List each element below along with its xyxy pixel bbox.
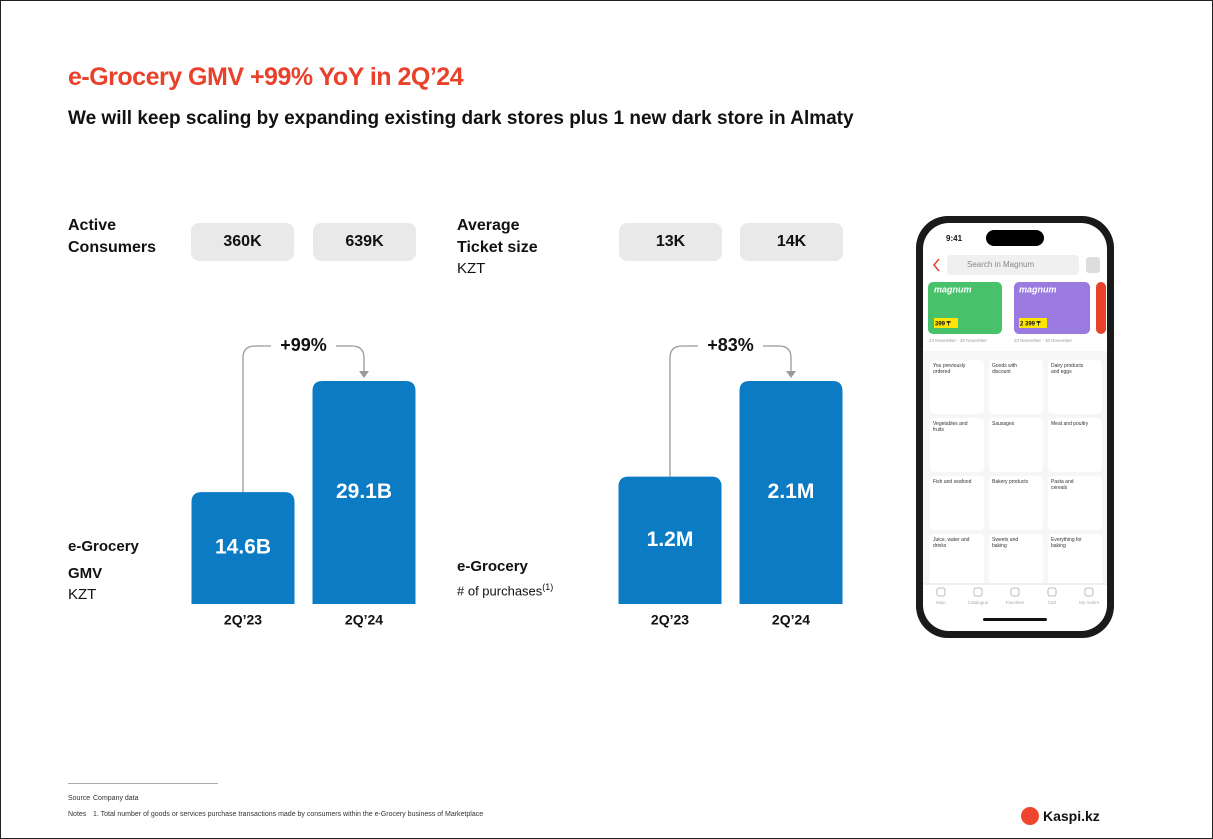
category-label: Sausages — [992, 421, 1015, 427]
price-tag — [1019, 318, 1047, 328]
category-tile — [989, 534, 1043, 588]
value-label: 14.6B — [215, 536, 271, 559]
x-tick-label: 2Q’24 — [772, 612, 810, 628]
tab-icon — [1047, 587, 1057, 597]
category-label: Pasta and cereals — [1051, 479, 1074, 491]
x-tick-label: 2Q’23 — [224, 612, 262, 628]
category-tile — [1048, 534, 1102, 588]
bar — [191, 492, 295, 604]
search-bar — [947, 255, 1079, 275]
kpi-value: 13K — [656, 233, 686, 250]
title: e-Grocery GMV +99% YoY in 2Q’24 — [68, 63, 464, 91]
category-label: Everything for baking — [1051, 537, 1082, 549]
subtitle: We will keep scaling by expanding existi… — [68, 108, 854, 129]
kpi-value: 14K — [777, 233, 807, 250]
scan-button — [1086, 257, 1100, 273]
category-tile — [989, 476, 1043, 530]
chart-unit: KZT — [68, 586, 97, 603]
category-label: You previously ordered — [933, 363, 966, 375]
footnote-marker: (1) — [542, 582, 554, 592]
arrow-head — [786, 371, 796, 378]
x-tick-label: 2Q’24 — [345, 612, 383, 628]
value-label: 1.2M — [647, 528, 694, 551]
category-label: Juice, water and drinks — [933, 537, 970, 549]
dynamic-island — [986, 230, 1044, 246]
tab-icon — [1010, 587, 1020, 597]
value-label: 2.1M — [768, 480, 815, 503]
chart-label: e-Grocery — [68, 538, 139, 555]
kpi-box — [740, 223, 843, 261]
growth-arrow — [242, 345, 365, 493]
x-tick-label: 2Q’23 — [651, 612, 689, 628]
tab-label: Main — [936, 600, 946, 605]
category-tile — [930, 476, 984, 530]
notes-label: Notes — [68, 811, 87, 818]
bar — [618, 476, 722, 604]
growth-label: +99% — [280, 335, 327, 355]
banner-brand: magnum — [934, 284, 972, 294]
category-label: Vegetables and fruits — [933, 421, 968, 433]
logo: Kaspi.kz — [1043, 808, 1100, 824]
home-indicator — [983, 618, 1047, 621]
source-label: Source — [68, 795, 91, 802]
tab-label: Cart — [1048, 600, 1057, 605]
kpi-value: 360K — [223, 233, 262, 250]
chart-label: e-Grocery — [457, 558, 528, 575]
category-label: Goods with discount — [992, 363, 1018, 375]
chart-sublabel: GMV — [68, 565, 103, 582]
category-label: Dairy products and eggs — [1051, 363, 1084, 375]
tab-label: My orders — [1079, 600, 1100, 605]
source: Company data — [93, 795, 139, 802]
arrow-head — [359, 371, 369, 378]
category-tile — [1048, 418, 1102, 472]
category-label: Bakery products — [992, 479, 1029, 485]
growth-label: +83% — [707, 335, 754, 355]
tab-label: Favorites — [1006, 600, 1025, 605]
value-label: 29.1B — [336, 480, 392, 503]
category-tile — [1048, 476, 1102, 530]
tab-icon — [1084, 587, 1094, 597]
category-label: Sweets and baking — [992, 537, 1019, 549]
banner-price: 2 399 ₸ — [1020, 321, 1041, 328]
back-arrow — [933, 258, 940, 272]
notes: 1. Total number of goods or services pur… — [93, 811, 484, 818]
banner-date: 23 November - 30 November — [1014, 338, 1073, 343]
phone-time: 9:41 — [946, 234, 963, 243]
tab-icon — [936, 587, 946, 597]
kpi-box — [619, 223, 722, 261]
category-tile — [930, 418, 984, 472]
growth-arrow — [669, 345, 792, 477]
kpi-label: Average Ticket size — [457, 217, 538, 256]
search-placeholder: Search in Magnum — [967, 260, 1034, 269]
kpi-label: Active Consumers — [68, 217, 157, 256]
category-tile — [930, 360, 984, 414]
tab-label: Catalogue — [968, 600, 989, 605]
kpi-unit: KZT — [457, 260, 486, 277]
category-label: Meat and poultry — [1051, 421, 1089, 427]
category-tile — [989, 360, 1043, 414]
footer-rule — [68, 783, 218, 784]
banner-date: 23 November - 30 November — [929, 338, 988, 343]
category-tile — [989, 418, 1043, 472]
bar — [739, 381, 843, 604]
kpi-box — [313, 223, 416, 261]
bar — [312, 381, 416, 604]
category-tile — [1048, 360, 1102, 414]
tab-icon — [973, 587, 983, 597]
price-tag — [934, 318, 958, 328]
chart-sublabel: # of purchases(1) — [457, 582, 554, 599]
kpi-box — [191, 223, 294, 261]
category-tile — [930, 534, 984, 588]
banner — [1096, 282, 1106, 334]
banner-price: 399 ₸ — [935, 321, 951, 328]
category-label: Fish and seafood — [933, 479, 972, 485]
kpi-value: 639K — [345, 233, 384, 250]
banner-brand: magnum — [1019, 284, 1057, 294]
logo-icon — [1021, 807, 1039, 825]
